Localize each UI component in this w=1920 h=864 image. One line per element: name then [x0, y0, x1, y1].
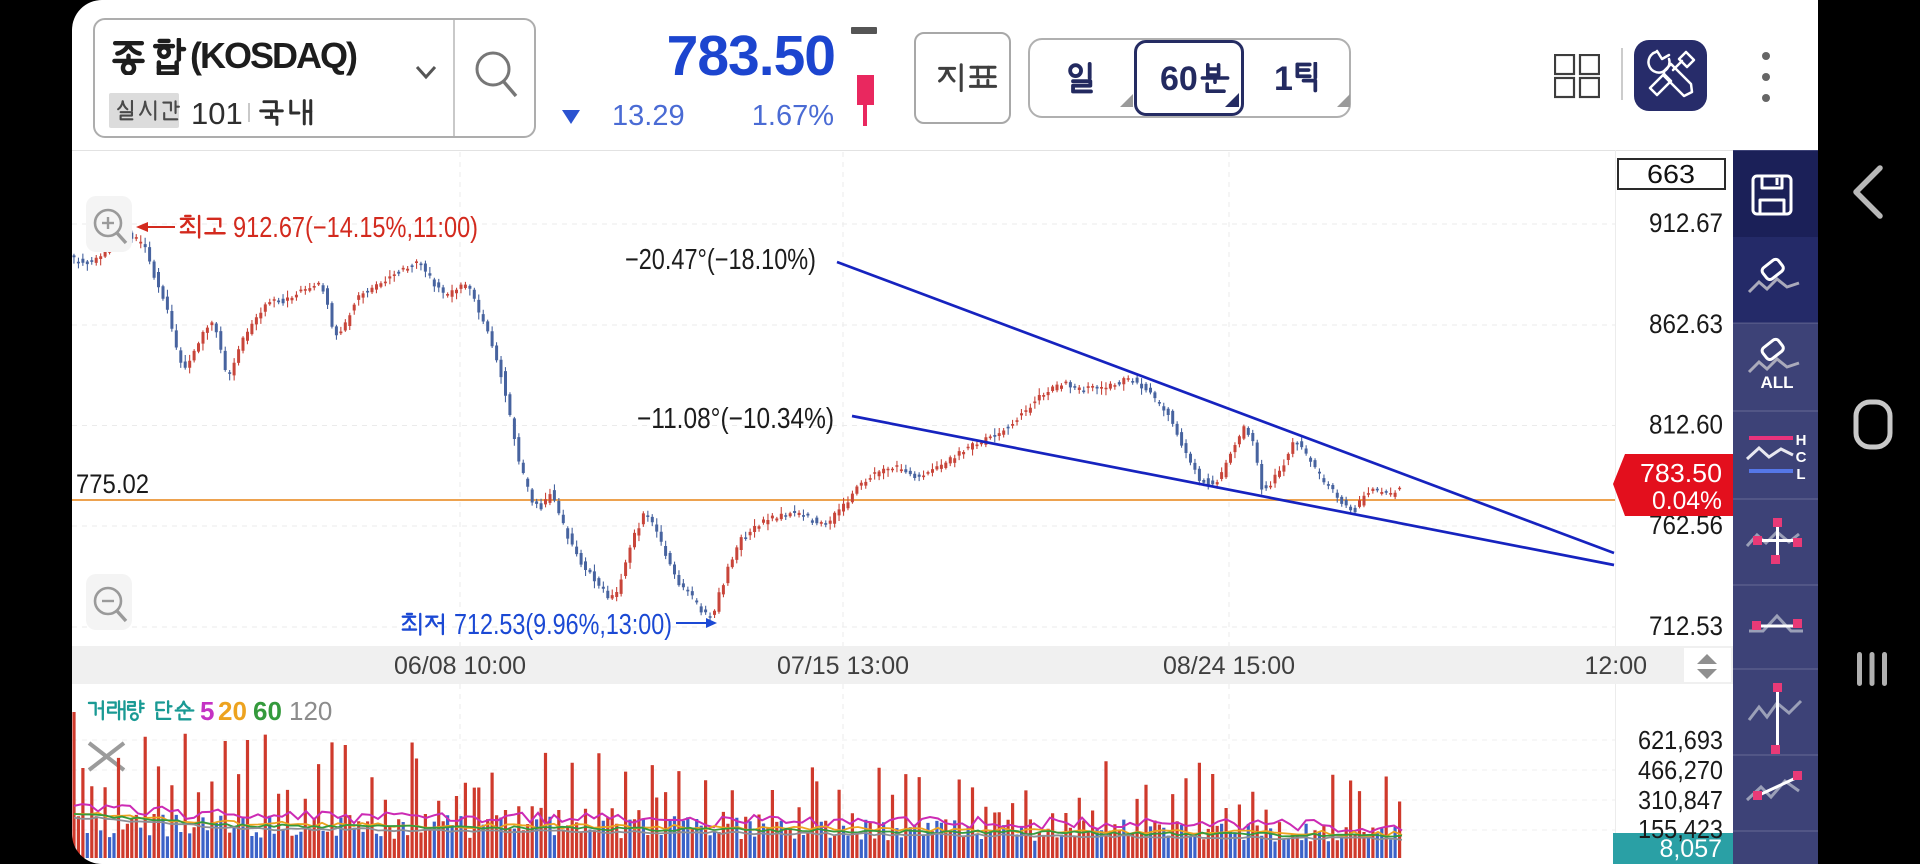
svg-text:0.04%: 0.04%	[1652, 487, 1722, 515]
svg-text:8,057: 8,057	[1659, 835, 1722, 863]
svg-text:20: 20	[218, 696, 247, 726]
svg-text:712.53(9.96%,13:00): 712.53(9.96%,13:00)	[454, 609, 672, 641]
svg-text:5: 5	[200, 696, 214, 726]
svg-text:310,847: 310,847	[1638, 785, 1723, 815]
svg-text:155,423: 155,423	[1638, 814, 1723, 844]
svg-text:08/24 15:00: 08/24 15:00	[1163, 652, 1295, 680]
svg-text:912.67: 912.67	[1649, 208, 1723, 238]
svg-text:812.60: 812.60	[1649, 410, 1723, 440]
svg-text:912.67(−14.15%,11:00): 912.67(−14.15%,11:00)	[233, 212, 478, 244]
svg-text:862.63: 862.63	[1649, 309, 1723, 339]
svg-text:12:00: 12:00	[1584, 652, 1647, 680]
svg-text:120: 120	[289, 696, 332, 726]
svg-text:L: L	[1796, 466, 1805, 483]
svg-text:−11.08°(−10.34%): −11.08°(−10.34%)	[637, 403, 834, 435]
svg-text:ALL: ALL	[1760, 373, 1793, 392]
svg-text:621,693: 621,693	[1638, 725, 1723, 755]
svg-text:712.53: 712.53	[1649, 611, 1723, 641]
svg-text:C: C	[1796, 449, 1807, 466]
svg-text:−20.47°(−18.10%): −20.47°(−18.10%)	[625, 244, 816, 276]
svg-text:60: 60	[253, 696, 282, 726]
svg-text:775.02: 775.02	[76, 469, 149, 499]
svg-text:06/08 10:00: 06/08 10:00	[394, 652, 526, 680]
svg-text:07/15 13:00: 07/15 13:00	[777, 652, 909, 680]
svg-text:H: H	[1796, 432, 1807, 449]
svg-text:466,270: 466,270	[1638, 755, 1723, 785]
svg-text:663: 663	[1647, 159, 1695, 189]
svg-text:783.50: 783.50	[1640, 458, 1722, 488]
